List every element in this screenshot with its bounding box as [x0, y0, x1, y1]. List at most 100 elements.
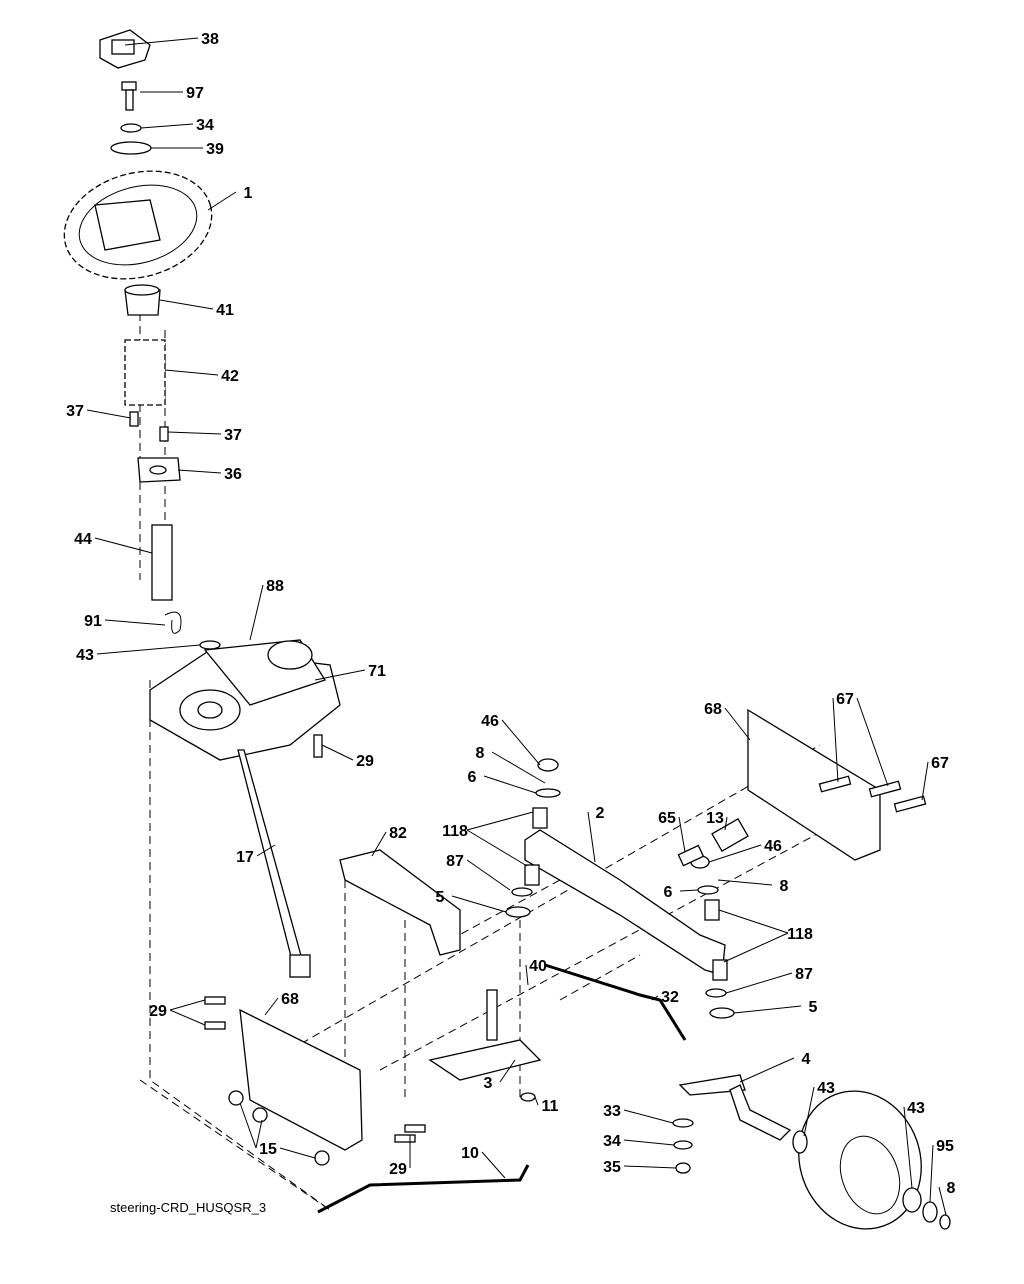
leader-line — [483, 775, 537, 794]
leader-line — [104, 619, 166, 626]
leader-line — [466, 829, 528, 867]
leader-line — [167, 431, 222, 435]
callout-label: 8 — [476, 745, 485, 762]
callout-label: 67 — [931, 755, 949, 772]
callout-label: 34 — [603, 1133, 621, 1150]
callout-label: 34 — [196, 117, 214, 134]
leader-line — [739, 1057, 795, 1083]
callout-label: 1 — [244, 185, 253, 202]
callout-label: 68 — [704, 701, 722, 718]
leader-line — [321, 744, 354, 761]
leader-line — [903, 1106, 913, 1189]
diagram-caption: steering-CRD_HUSQSR_3 — [110, 1200, 266, 1215]
callout-label: 39 — [206, 141, 224, 158]
callout-label: 10 — [461, 1145, 479, 1162]
callout-label: 87 — [446, 853, 464, 870]
leader-line — [623, 1109, 674, 1124]
callout-label: 36 — [224, 466, 242, 483]
callout-label: 41 — [216, 302, 234, 319]
callout-label: 32 — [661, 989, 679, 1006]
callout-label: 97 — [186, 85, 204, 102]
callout-label: 6 — [468, 769, 477, 786]
leader-line — [466, 811, 534, 831]
leader-line — [525, 964, 529, 986]
callout-label: 43 — [907, 1100, 925, 1117]
leader-line — [94, 537, 153, 554]
leader-line — [856, 697, 889, 787]
callout-label: 46 — [481, 713, 499, 730]
callout-label: 40 — [529, 958, 547, 975]
leader-line — [623, 1165, 677, 1169]
callout-label: 46 — [764, 838, 782, 855]
callout-label: 68 — [281, 991, 299, 1008]
leader-line — [466, 859, 511, 891]
callout-label: 13 — [706, 810, 724, 827]
callout-label: 95 — [936, 1138, 954, 1155]
leader-line — [938, 1186, 947, 1216]
callout-label: 5 — [436, 889, 445, 906]
callout-label: 11 — [542, 1098, 559, 1115]
leader-line — [86, 409, 132, 419]
callout-label: 118 — [787, 926, 813, 943]
leader-line — [832, 697, 839, 783]
callout-label: 43 — [817, 1080, 835, 1097]
callout-label: 91 — [84, 613, 102, 630]
leader-line — [169, 999, 206, 1011]
leader-line — [491, 751, 546, 784]
leader-line — [499, 1059, 516, 1083]
leader-line — [96, 644, 201, 655]
callout-label: 29 — [149, 1003, 167, 1020]
leader-line — [159, 299, 214, 310]
leader-line — [723, 932, 789, 963]
leader-line — [255, 1119, 263, 1149]
callout-label: 3 — [484, 1075, 493, 1092]
leader-line — [239, 1102, 257, 1149]
callout-label: 35 — [603, 1159, 621, 1176]
callout-label: 87 — [795, 966, 813, 983]
callout-label: 4 — [802, 1051, 811, 1068]
callout-label: 37 — [224, 427, 242, 444]
parts-drawing — [63, 29, 951, 1230]
leader-line — [929, 1144, 934, 1203]
leader-line — [718, 909, 789, 934]
leader-line — [256, 844, 276, 857]
leader-line — [169, 1009, 206, 1026]
leader-line — [803, 1086, 815, 1137]
leader-line — [177, 469, 222, 474]
leader-line — [207, 191, 237, 211]
leader-line — [140, 123, 194, 129]
callout-label: 42 — [221, 368, 239, 385]
leader-line — [733, 1005, 802, 1014]
callout-label: 17 — [236, 849, 254, 866]
leader-line — [314, 669, 366, 681]
leader-line — [717, 879, 773, 886]
leader-line — [679, 889, 699, 892]
leader-line — [481, 1151, 506, 1179]
wheel-part — [798, 1090, 922, 1230]
callout-label: 29 — [356, 753, 374, 770]
leader-lines — [86, 37, 947, 1216]
callout-label: 88 — [266, 578, 284, 595]
leader-line — [724, 707, 751, 741]
callout-label: 44 — [74, 531, 92, 548]
callout-label: 15 — [259, 1141, 277, 1158]
callout-labels: 3 8 97 34 39 1 41 42 37 37 36 44 88 91 43 71 29 4 68 6 118 82… — [66, 31, 955, 1197]
leader-line — [501, 719, 541, 766]
leader-line — [451, 895, 507, 913]
callout-label: 118 — [442, 823, 468, 840]
leader-line — [534, 1096, 539, 1106]
callout-label: 82 — [389, 825, 407, 842]
leader-line — [678, 816, 686, 853]
callout-label: 71 — [368, 663, 386, 680]
leader-line — [921, 761, 929, 801]
leader-line — [708, 844, 762, 863]
callout-label: 37 — [66, 403, 84, 420]
leader-line — [371, 831, 387, 857]
leader-line — [164, 369, 219, 376]
leader-line — [587, 811, 596, 863]
leader-line — [651, 995, 659, 1001]
leader-line — [724, 816, 728, 831]
leader-line — [725, 972, 793, 994]
callout-label: 65 — [658, 810, 676, 827]
